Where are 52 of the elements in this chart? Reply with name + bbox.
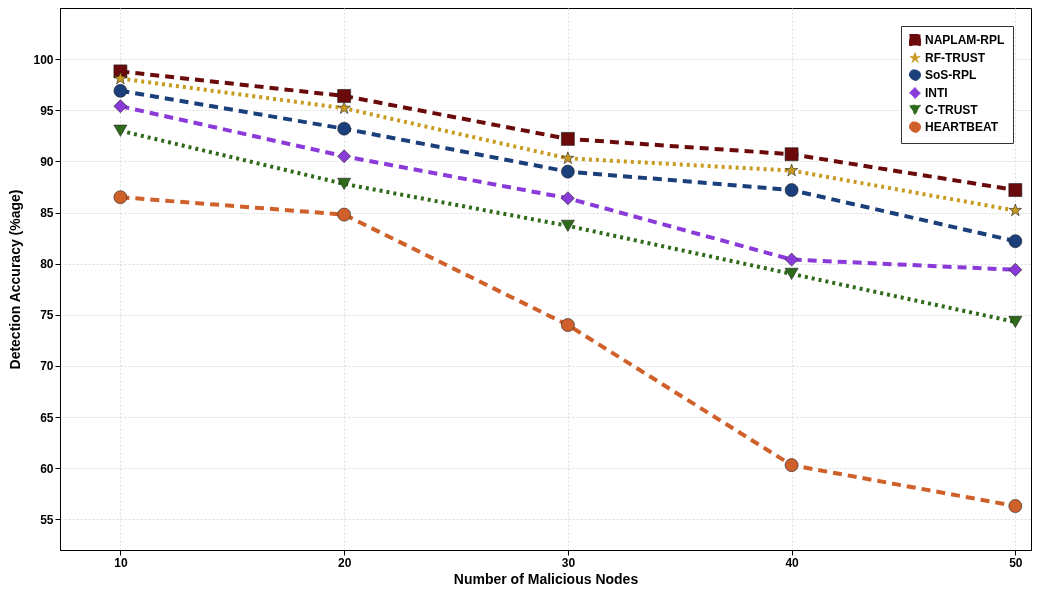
point <box>113 71 127 85</box>
x-tick-label: 40 <box>785 555 800 570</box>
y-tick-label: 90 <box>40 154 54 169</box>
x-tick-label: 20 <box>337 555 352 570</box>
point <box>784 267 799 280</box>
point <box>561 318 575 332</box>
point <box>784 252 799 267</box>
point <box>561 132 575 146</box>
point <box>1008 316 1023 328</box>
legend-label: SoS-RPL <box>925 68 977 82</box>
point <box>784 183 799 197</box>
point <box>784 147 799 162</box>
x-tick-label: 10 <box>114 555 128 570</box>
y-tick-label: 70 <box>40 359 54 374</box>
point <box>1008 203 1022 217</box>
point <box>113 190 128 204</box>
y-tick-label: 75 <box>40 308 54 323</box>
point <box>561 151 575 164</box>
y-tick-label: 85 <box>40 206 54 221</box>
legend-label: NAPLAM-RPL <box>925 33 1005 47</box>
point <box>561 164 575 179</box>
point <box>113 124 128 137</box>
y-tick-label: 100 <box>33 52 54 67</box>
point <box>1008 234 1023 248</box>
legend-label: RF-TRUST <box>925 51 986 65</box>
point <box>784 458 799 472</box>
point <box>337 149 351 164</box>
point <box>113 84 128 98</box>
y-axis-title: Detection Accuracy (%age) <box>7 189 24 370</box>
legend-label: INTI <box>925 86 948 100</box>
legend-label: C-TRUST <box>925 103 979 117</box>
y-tick-label: 95 <box>40 103 54 118</box>
point <box>337 121 351 136</box>
x-tick-label: 50 <box>1009 555 1023 570</box>
point <box>337 101 351 114</box>
point <box>561 191 575 206</box>
x-tick-label: 30 <box>561 555 576 570</box>
point <box>561 219 575 232</box>
point <box>337 207 351 222</box>
point <box>1008 262 1023 277</box>
y-tick-label: 55 <box>40 512 54 527</box>
point <box>1008 183 1023 197</box>
legend-label: HEARTBEAT <box>925 120 999 134</box>
point <box>785 163 799 177</box>
point <box>113 99 128 113</box>
point <box>337 177 351 190</box>
x-axis-title: Number of Malicious Nodes <box>453 570 639 587</box>
point <box>1008 499 1023 513</box>
y-tick-label: 80 <box>40 257 54 272</box>
y-tick-label: 65 <box>40 410 54 425</box>
point <box>337 89 351 103</box>
y-tick-label: 60 <box>40 461 54 476</box>
